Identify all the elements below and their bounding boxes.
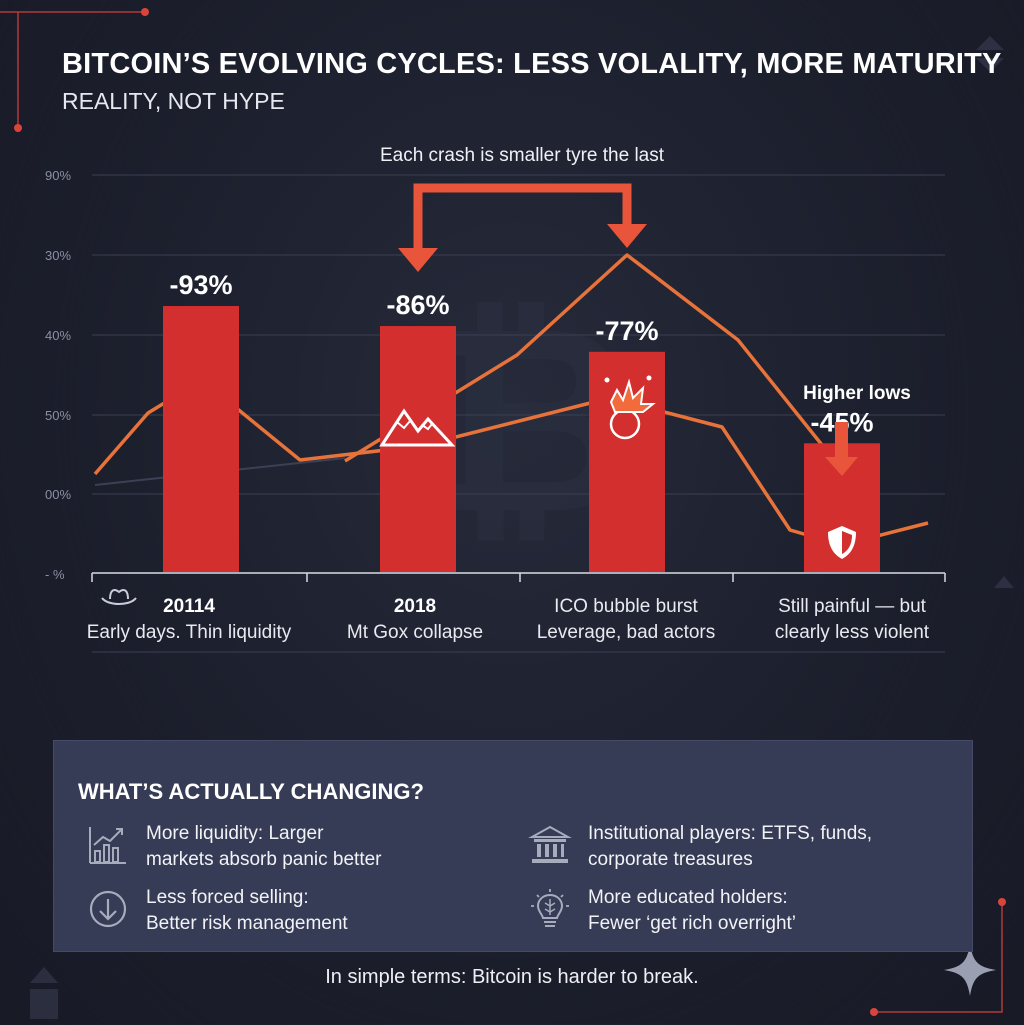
panel-item-line: More liquidity: Larger xyxy=(146,823,324,844)
bar-value-label: -93% xyxy=(169,270,232,300)
spark xyxy=(646,375,652,381)
panel-item-forced-selling: Less forced selling: Better risk managem… xyxy=(86,885,506,941)
bracket-arrow-line xyxy=(413,183,632,252)
x-label-year: 20114 xyxy=(163,596,215,617)
bracket-arrow-head-left xyxy=(398,248,438,272)
bank-building-icon xyxy=(528,825,572,863)
crash-chart: ₿ 90%30%40%50%00%- % -93%-86%-77%-45% 20… xyxy=(45,145,946,653)
higher-lows-arrow-line xyxy=(835,422,848,460)
bar-icons xyxy=(101,375,856,605)
corner-decoration-top-left xyxy=(0,8,149,132)
shield-icon xyxy=(828,526,856,559)
crash-note-annotation: Each crash is smaller tyre the last xyxy=(380,145,665,166)
panel-item-line: markets absorb panic better xyxy=(146,849,382,870)
triangle-decoration-top-right xyxy=(976,36,1004,72)
y-tick-label: 90% xyxy=(45,168,71,183)
mountain-peaks-icon xyxy=(379,408,456,447)
page-title: BITCOIN’S EVOLVING CYCLES: LESS VOLALITY… xyxy=(62,48,1002,80)
shield-fill xyxy=(842,531,852,554)
triangle-decoration-left xyxy=(30,967,58,1019)
y-tick-label: 40% xyxy=(45,328,71,343)
panel-item-line: More educated holders: xyxy=(588,887,788,908)
x-label-line: ICO bubble burst xyxy=(554,596,698,617)
corner-decoration-bottom-right xyxy=(870,898,1006,1016)
page-subtitle: REALITY, NOT HYPE xyxy=(62,88,285,114)
bar-value-label: -86% xyxy=(386,290,449,320)
panel-item-institutional: Institutional players: ETFS, funds, corp… xyxy=(528,821,948,877)
arrow-down-circle-icon xyxy=(89,890,127,928)
bracket-arrow-head-right xyxy=(607,224,647,248)
y-axis-ticks: 90% 30% 40% 50% 00% - % xyxy=(45,168,71,582)
panel-item-line: Less forced selling: xyxy=(146,887,309,908)
explosion-icon xyxy=(604,375,656,440)
y-tick-label: 00% xyxy=(45,487,71,502)
panel-item-line: Better risk management xyxy=(146,913,348,934)
higher-lows-annotation: Higher lows xyxy=(803,383,911,404)
bar xyxy=(380,326,456,572)
x-label-description: Mt Gox collapse xyxy=(347,622,483,643)
footer-summary: In simple terms: Bitcoin is harder to br… xyxy=(325,966,699,988)
value-labels: -93%-86%-77%-45% xyxy=(169,270,873,437)
panel-item-holders: More educated holders: Fewer ‘get rich o… xyxy=(528,885,948,941)
x-label-line: Still painful — but xyxy=(778,596,927,617)
panel-item-line: corporate treasures xyxy=(588,849,753,870)
annotation-arrows xyxy=(398,183,858,476)
explosion-burst xyxy=(609,378,656,413)
panel-item-line: Fewer ‘get rich overright’ xyxy=(588,913,797,934)
bar xyxy=(589,351,665,572)
x-label-line: clearly less violent xyxy=(775,622,930,643)
sparkle-icon xyxy=(944,944,996,996)
y-tick-label: 50% xyxy=(45,408,71,423)
mountain-snow xyxy=(396,420,433,431)
y-tick-label: - % xyxy=(45,567,65,582)
bar-value-label: -77% xyxy=(595,316,658,346)
panel-item-line: Institutional players: ETFS, funds, xyxy=(588,823,873,844)
panel-title: WHAT’S ACTUALLY CHANGING? xyxy=(78,779,424,804)
y-tick-label: 30% xyxy=(45,248,71,263)
bar xyxy=(163,306,239,572)
x-axis-labels: 20114 Early days. Thin liquidity 2018 Mt Go… xyxy=(87,596,930,643)
lightbulb-brain-icon xyxy=(531,889,569,927)
x-label-description: Early days. Thin liquidity xyxy=(87,622,292,643)
triangle-decoration-right xyxy=(994,576,1014,588)
higher-lows-arrow-head xyxy=(825,457,858,476)
chart-growth-icon xyxy=(89,827,126,864)
x-label-line: Leverage, bad actors xyxy=(537,622,716,643)
x-label-year: 2018 xyxy=(394,596,436,617)
bars xyxy=(163,306,880,572)
cowboy-hat-icon xyxy=(101,589,137,605)
hat-outline xyxy=(101,589,137,605)
changes-panel: WHAT’S ACTUALLY CHANGING? More liquidity… xyxy=(53,740,973,952)
spark xyxy=(604,377,610,383)
trend-line-peaks xyxy=(344,253,844,472)
panel-item-liquidity: More liquidity: Larger markets absorb pa… xyxy=(86,821,506,877)
